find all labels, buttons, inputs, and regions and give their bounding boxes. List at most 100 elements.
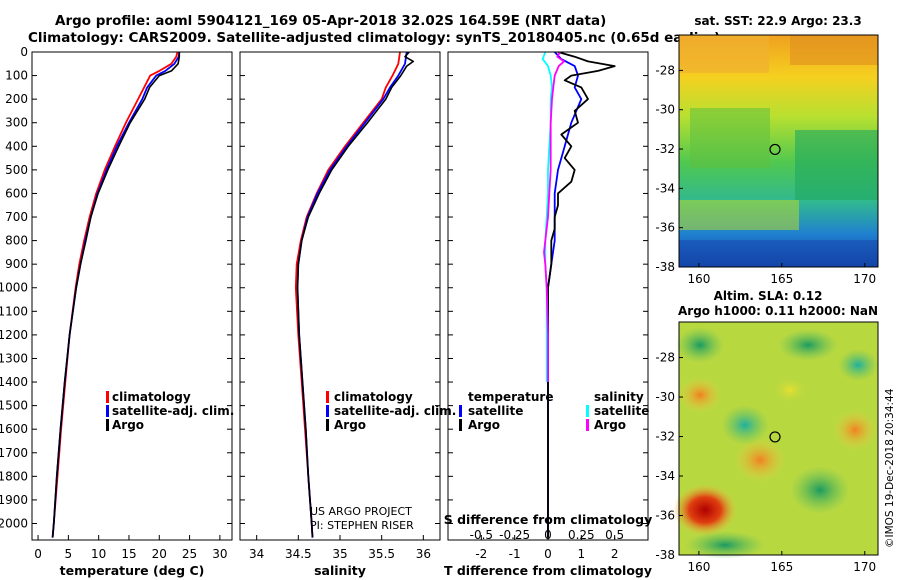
- x-tick-label: 15: [121, 547, 136, 561]
- salinity-legend: climatology satellite-adj. clim. Argo: [326, 390, 456, 432]
- legend-climatology-label: climatology: [112, 390, 191, 404]
- x-tick-label: 30: [212, 547, 227, 561]
- series-line-satellite-adj-clim-: [296, 52, 408, 538]
- salinity-panel: 34 34.5 35 35.5 36 climatology satellite-adj…: [239, 51, 456, 578]
- y-tick-label: 600: [5, 186, 28, 200]
- sst-warm-patch-east: [790, 35, 878, 65]
- sla-positive-anomaly-2: [734, 438, 786, 482]
- salinity-xlabel: salinity: [314, 563, 366, 578]
- temperature-xlabel: temperature (deg C): [60, 563, 205, 578]
- map-y-tick-label: -28: [655, 63, 675, 77]
- y-tick-label: 100: [5, 69, 28, 83]
- legend-climatology-swatch: [106, 391, 109, 403]
- legend-temp-satellite-swatch: [459, 405, 462, 417]
- sst-float-location-marker: [769, 143, 781, 156]
- sst-map-frame: [678, 34, 879, 268]
- legend-temp-argo-label: Argo: [468, 418, 500, 432]
- map-x-tick-label: 160: [687, 560, 710, 574]
- salinity-diff-tick-label: 0.25: [568, 528, 595, 542]
- y-tick-label: 1200: [0, 328, 28, 342]
- series-line-temperature-argo: [547, 52, 616, 538]
- legend-argo-swatch: [106, 419, 109, 431]
- difference-legend: temperature satellite Argo salinity sate…: [459, 390, 649, 432]
- legend-climatology-label: climatology: [334, 390, 413, 404]
- sla-float-location-marker: [769, 431, 781, 443]
- map-x-tick-label: 165: [770, 560, 793, 574]
- sla-negative-anomaly-4: [790, 466, 850, 514]
- legend-temperature-title: temperature: [468, 390, 553, 404]
- x-tick-label: 35.5: [368, 547, 395, 561]
- y-tick-label: 1500: [0, 399, 28, 413]
- sla-negative-anomaly-2: [778, 329, 838, 361]
- map-y-tick-label: -30: [655, 103, 675, 117]
- y-tick-label: 2000: [0, 516, 28, 530]
- y-tick-label: 500: [5, 163, 28, 177]
- y-tick-label: 1900: [0, 493, 28, 507]
- map-x-tick-label: 170: [853, 560, 876, 574]
- map-y-tick-label: -28: [655, 351, 675, 365]
- sla-positive-anomaly: [678, 377, 722, 413]
- series-line-argo: [296, 52, 415, 538]
- sst-yellow-band: [679, 200, 799, 230]
- legend-sal-satellite-swatch: [586, 405, 589, 417]
- map-y-tick-label: -32: [655, 430, 675, 444]
- x-tick-label: 2: [611, 547, 619, 561]
- y-tick-label: 1400: [0, 375, 28, 389]
- legend-climatology-swatch: [326, 391, 329, 403]
- series-line-satellite-adj-clim-: [51, 52, 181, 538]
- y-tick-label: 1800: [0, 469, 28, 483]
- x-tick-label: 1: [578, 547, 586, 561]
- x-tick-label: 34: [249, 547, 264, 561]
- credit-pi: PI: STEPHEN RISER: [310, 519, 414, 532]
- y-tick-label: 0: [20, 45, 28, 59]
- salinity-diff-tick-label: 0.5: [605, 528, 624, 542]
- y-tick-label: 900: [5, 257, 28, 271]
- map-y-tick-label: -34: [655, 469, 675, 483]
- legend-temp-argo-swatch: [459, 419, 462, 431]
- sla-positive-anomaly-3: [833, 410, 877, 450]
- sla-negative-anomaly-6: [685, 531, 765, 559]
- sla-negative-anomaly: [676, 327, 724, 363]
- y-tick-label: 1700: [0, 446, 28, 460]
- legend-argo-label: Argo: [334, 418, 366, 432]
- y-tick-label: 200: [5, 92, 28, 106]
- x-tick-label: 0: [34, 547, 42, 561]
- map-x-tick-label: 165: [770, 272, 793, 286]
- sst-green-patch: [690, 108, 770, 168]
- legend-sal-argo-label: Argo: [594, 418, 626, 432]
- series-line-argo: [51, 52, 181, 538]
- temperature-difference-xlabel: T difference from climatology: [444, 563, 652, 578]
- x-tick-label: 5: [65, 547, 73, 561]
- map-y-tick-label: -36: [655, 509, 675, 523]
- temperature-panel: 0 5 10 15 20 25 300100200300400500600700800900…: [0, 45, 234, 578]
- salinity-diff-tick-label: 0: [544, 528, 552, 542]
- map-y-tick-label: -34: [655, 181, 675, 195]
- y-tick-label: 700: [5, 210, 28, 224]
- x-tick-label: 10: [91, 547, 106, 561]
- figure-title-line1: Argo profile: aoml 5904121_169 05-Apr-20…: [55, 13, 607, 29]
- map-y-tick-label: -38: [655, 548, 675, 562]
- map-y-tick-label: -38: [655, 260, 675, 274]
- y-tick-label: 1300: [0, 351, 28, 365]
- sla-neutral-patch: [772, 376, 808, 404]
- y-tick-label: 800: [5, 234, 28, 248]
- salinity-axes-frame: [239, 51, 441, 541]
- sla-map-frame: [678, 321, 879, 556]
- legend-satellite-label: satellite-adj. clim.: [334, 404, 456, 418]
- sla-negative-anomaly-3: [721, 405, 769, 445]
- legend-temp-satellite-label: satellite: [468, 404, 523, 418]
- x-tick-label: 20: [152, 547, 167, 561]
- y-tick-label: 1000: [0, 281, 28, 295]
- map-y-tick-label: -30: [655, 390, 675, 404]
- x-tick-label: -1: [509, 547, 521, 561]
- sla-map-title: Altim. SLA: 0.12: [714, 289, 823, 303]
- salinity-diff-tick-label: -0.5: [470, 528, 493, 542]
- series-line-climatology: [294, 52, 401, 538]
- legend-argo-label: Argo: [112, 418, 144, 432]
- sst-map-title: sat. SST: 22.9 Argo: 23.3: [694, 14, 861, 28]
- legend-sal-satellite-label: satellite: [594, 404, 649, 418]
- difference-panel: -2 -1 0 1 2 -0.5 -0.25 0 0.25 0.5 temperature sat…: [444, 51, 652, 578]
- sla-negative-anomaly-5: [838, 349, 878, 381]
- legend-satellite-label: satellite-adj. clim.: [112, 404, 234, 418]
